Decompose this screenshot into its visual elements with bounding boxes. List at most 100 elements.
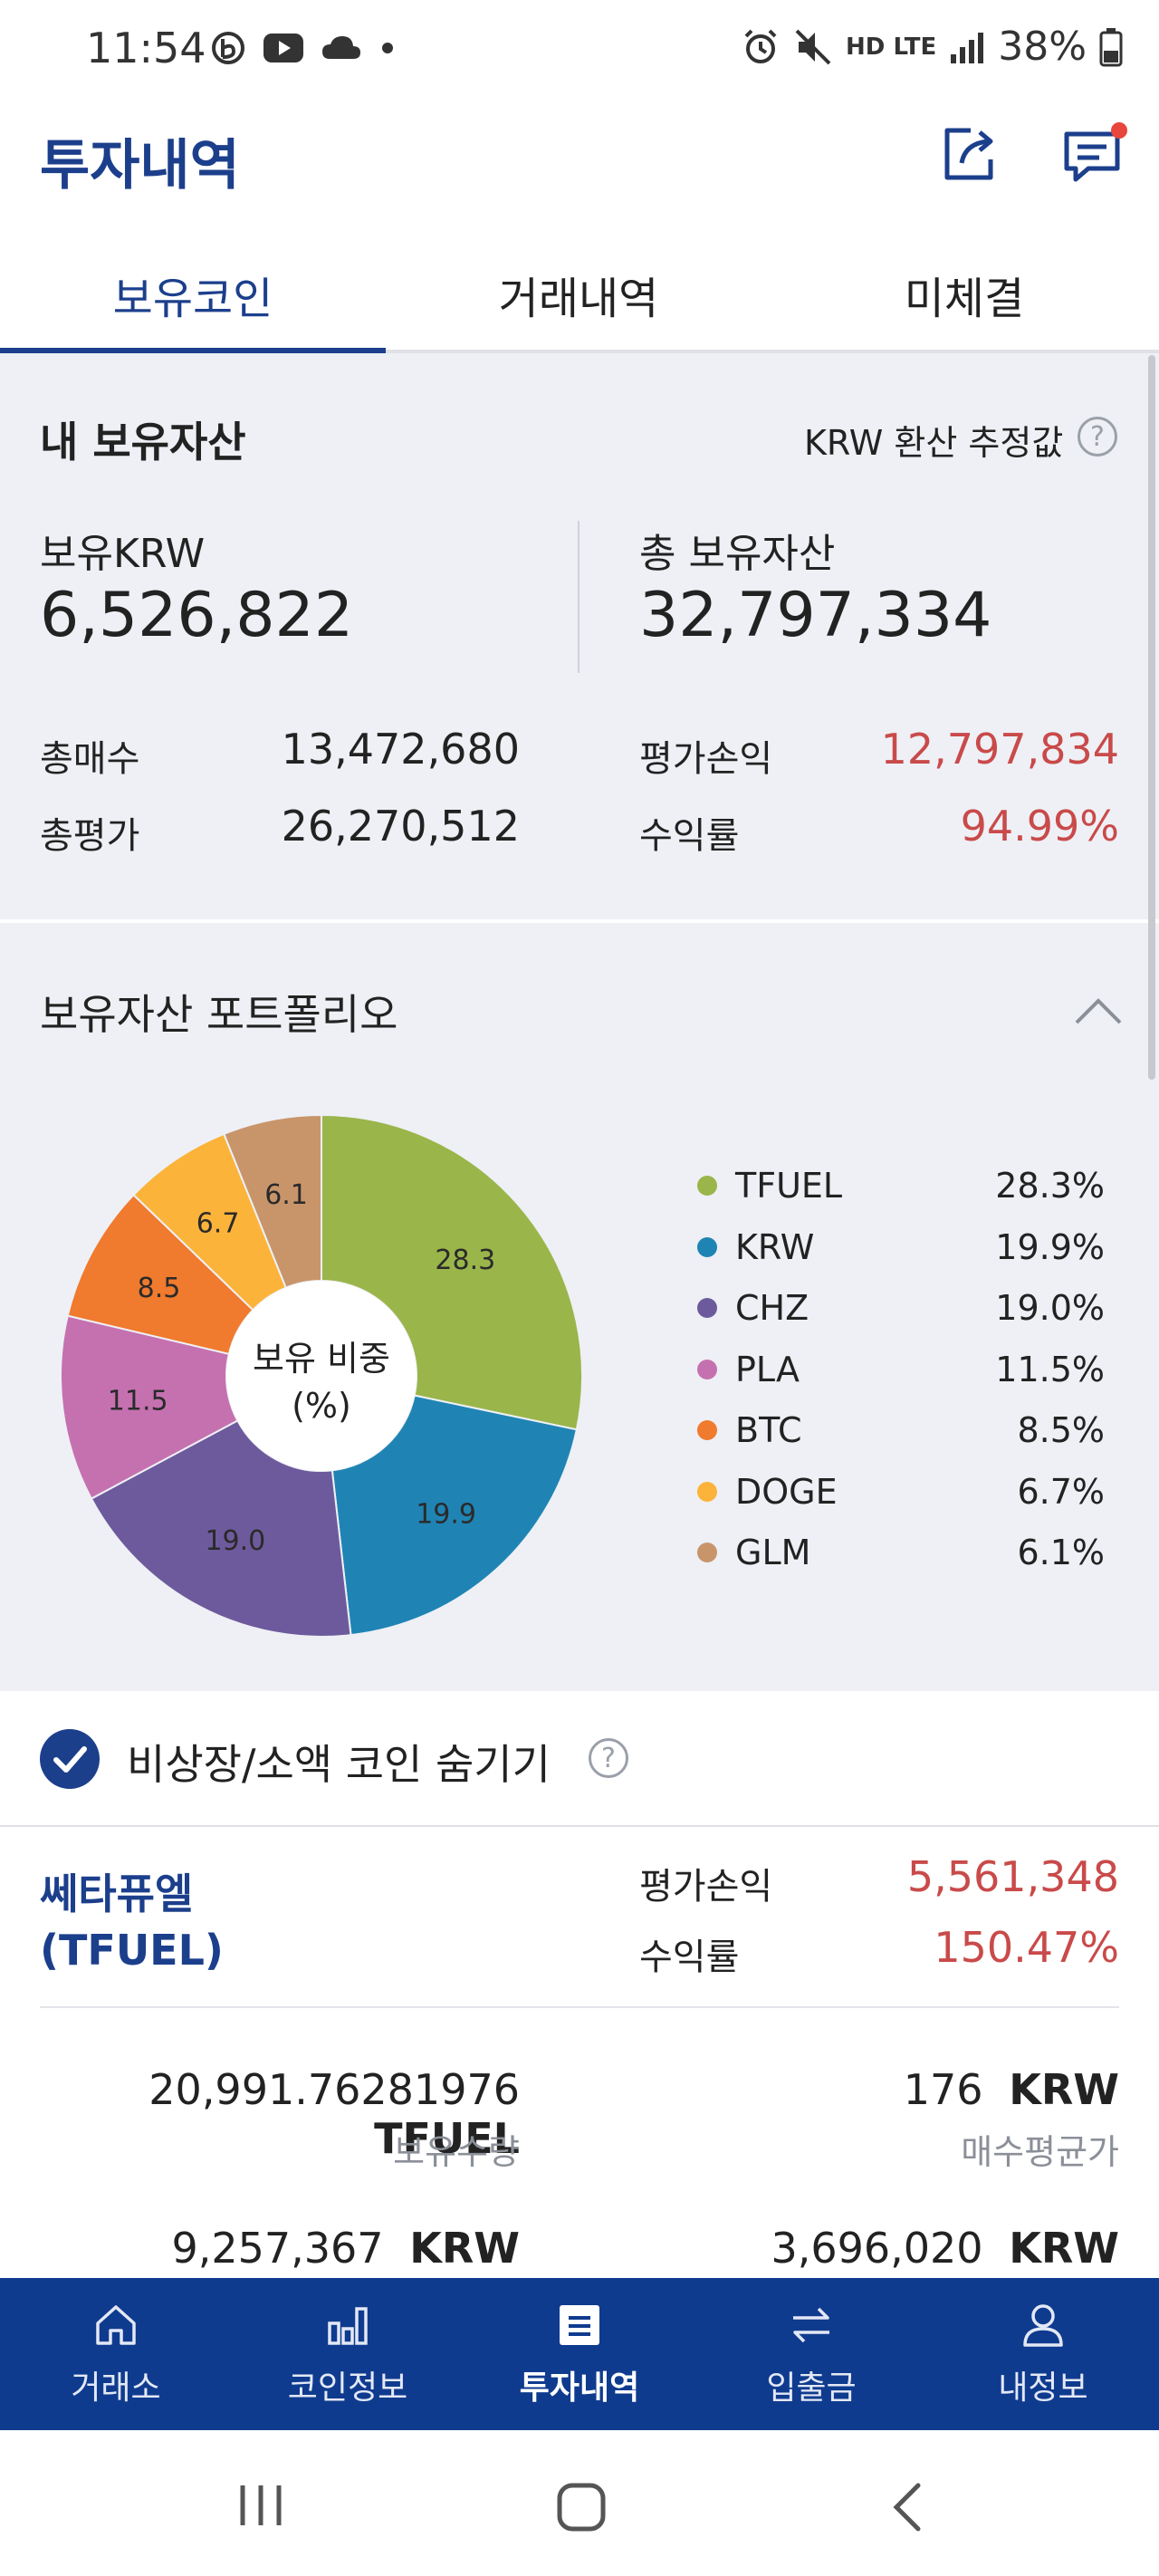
network-label: HD LTE [846, 33, 937, 61]
nav-exchange[interactable]: 거래소 [0, 2278, 232, 2430]
check-icon [53, 1746, 87, 1773]
pie-slice-pla [60, 1314, 239, 1500]
krw-estimate-label: KRW 환산 추정값 [804, 423, 1064, 463]
legend-item-glm: GLM 6.1% [697, 1525, 1105, 1580]
pie-label-pla: 11.5 [108, 1385, 168, 1417]
legend-name: DOGE [735, 1471, 838, 1512]
bar-chart-icon [328, 2307, 368, 2345]
status-time: 11:54 [86, 24, 206, 72]
portfolio-title: 보유자산 포트폴리오 [40, 990, 398, 1039]
pie-slice-krw [330, 1394, 579, 1637]
share-icon [944, 128, 993, 180]
pnl-label: 평가손익 [639, 738, 773, 780]
home-button-icon[interactable] [554, 2480, 608, 2534]
nav-investments-label: 투자내역 [519, 2369, 640, 2407]
nav-investments[interactable]: 투자내역 [464, 2278, 695, 2430]
coin-avg-unit: KRW [1009, 2065, 1119, 2114]
app-header: 투자내역 [0, 100, 1159, 235]
legend-item-doge: DOGE 6.7% [697, 1465, 1105, 1519]
legend-name: GLM [735, 1533, 811, 1572]
pie-label-glm: 6.1 [264, 1179, 308, 1211]
legend-item-chz: CHZ 19.0% [697, 1281, 1105, 1335]
legend-dot [697, 1481, 717, 1502]
scrollbar[interactable] [1148, 355, 1155, 1080]
status-notification-icons [210, 27, 397, 69]
recent-apps-icon[interactable] [235, 2480, 286, 2531]
nav-deposit-withdraw-label: 입출금 [766, 2369, 857, 2407]
coin-buy-unit: KRW [1009, 2224, 1119, 2273]
nav-my-info-label: 내정보 [998, 2369, 1088, 2407]
system-nav-bar [0, 2430, 1159, 2576]
coin-eval-unit: KRW [409, 2224, 520, 2273]
app-b-icon [212, 32, 244, 64]
nav-deposit-withdraw[interactable]: 입출금 [695, 2278, 927, 2430]
legend-name: KRW [735, 1226, 815, 1267]
hide-small-coins-row: 비상장/소액 코인 숨기기 ? [0, 1691, 1159, 1827]
nav-coin-info-label: 코인정보 [287, 2369, 408, 2407]
legend-item-btc: BTC 8.5% [697, 1403, 1105, 1457]
legend-dot [697, 1420, 717, 1440]
youtube-icon [263, 34, 303, 62]
status-bar: 11:54 HD LTE 38% [0, 0, 1159, 100]
bottom-nav: 거래소 코인정보 투자내역 입출금 내정보 [0, 2278, 1159, 2430]
coin-qty-label: 보유수량 [393, 2132, 520, 2172]
legend-name: TFUEL [735, 1166, 843, 1206]
coin-name-korean: 쎄타퓨엘 [40, 1870, 194, 1918]
total-buy-label: 총매수 [40, 738, 140, 780]
coin-avg-label: 매수평균가 [961, 2132, 1119, 2172]
total-assets-value: 32,797,334 [639, 580, 992, 651]
nav-coin-info[interactable]: 코인정보 [232, 2278, 464, 2430]
transfer-icon [793, 2307, 829, 2343]
return-label: 수익률 [639, 815, 740, 857]
total-assets-label: 총 보유자산 [639, 531, 836, 577]
battery-percent: 38% [998, 24, 1087, 70]
help-icon[interactable]: ? [1078, 417, 1117, 457]
legend-dot [697, 1543, 717, 1562]
legend-percent: 8.5% [1017, 1410, 1105, 1450]
legend-item-krw: KRW 19.9% [697, 1220, 1105, 1274]
mute-icon [795, 29, 831, 64]
hide-small-label: 비상장/소액 코인 숨기기 [127, 1740, 551, 1789]
coin-divider [40, 2006, 1119, 2008]
legend-dot [697, 1176, 717, 1196]
pnl-value: 12,797,834 [880, 725, 1119, 774]
coin-return-value: 150.47% [934, 1923, 1119, 1972]
message-icon [1064, 122, 1127, 182]
pie-label-tfuel: 28.3 [435, 1245, 495, 1276]
legend-name: BTC [735, 1410, 802, 1450]
pie-center-label-line1: 보유 비중 [253, 1339, 390, 1379]
portfolio-section: 보유자산 포트폴리오 28.3 19.9 19.0 11.5 8.5 6.7 6.1 보유 … [0, 921, 1159, 1691]
pie-center-hole [226, 1281, 417, 1471]
hide-small-checkbox[interactable] [40, 1729, 100, 1789]
legend-percent: 19.9% [995, 1226, 1105, 1267]
nav-my-info[interactable]: 내정보 [927, 2278, 1159, 2430]
dot-icon [382, 43, 393, 53]
coin-pnl-value: 5,561,348 [906, 1852, 1119, 1901]
message-button[interactable] [1058, 118, 1130, 190]
coin-qty-value: 20,991.76281976 [148, 2065, 520, 2114]
legend-dot [697, 1236, 717, 1257]
home-icon [96, 2305, 136, 2345]
coin-eval: 9,257,367 KRW [40, 2224, 520, 2273]
coin-symbol: (TFUEL) [40, 1926, 224, 1975]
pie-center-label: 보유 비중 (%) [217, 1335, 426, 1429]
back-icon[interactable] [887, 2480, 927, 2534]
coin-eval-value: 9,257,367 [171, 2224, 384, 2273]
legend-percent: 6.1% [1017, 1533, 1105, 1572]
coin-buy: 3,696,020 KRW [634, 2224, 1119, 2273]
tab-holdings[interactable]: 보유코인 [112, 274, 273, 324]
coin-buy-value: 3,696,020 [771, 2224, 983, 2273]
tab-bar: 보유코인 거래내역 미체결 [0, 235, 1159, 353]
help-icon[interactable]: ? [589, 1738, 628, 1778]
coin-return-label: 수익률 [639, 1937, 740, 1978]
assets-summary: 내 보유자산 KRW 환산 추정값 ? 보유KRW 6,526,822 총 보유… [0, 353, 1159, 919]
chevron-up-icon[interactable] [1074, 997, 1123, 1026]
tab-history[interactable]: 거래내역 [498, 274, 659, 324]
coin-qty: 20,991.76281976 TFUEL [40, 2065, 520, 2163]
tab-pending[interactable]: 미체결 [904, 274, 1025, 324]
coin-avg: 176 KRW [634, 2065, 1119, 2114]
share-button[interactable] [934, 118, 1007, 190]
legend-name: PLA [735, 1349, 800, 1389]
total-eval-label: 총평가 [40, 815, 140, 857]
return-value: 94.99% [960, 802, 1119, 851]
